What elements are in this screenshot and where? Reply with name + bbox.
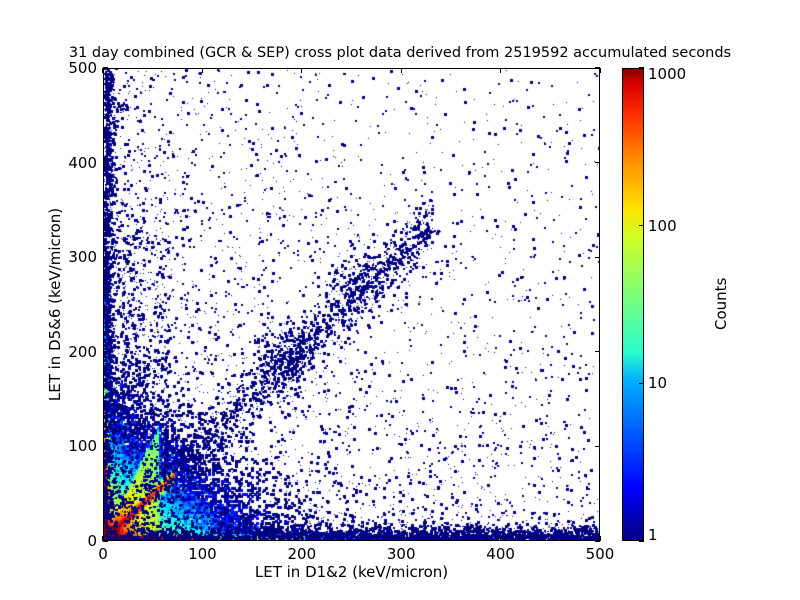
y-axis-tick-label: 300 [68, 248, 97, 267]
colorbar-gradient [623, 69, 643, 540]
colorbar-tick [639, 382, 644, 384]
x-axis-tick-top [400, 68, 402, 73]
y-axis-tick [103, 67, 108, 69]
y-axis-tick-label: 200 [68, 342, 97, 361]
y-axis-tick [103, 540, 108, 542]
y-axis-tick-right [595, 67, 600, 69]
colorbar [622, 68, 644, 541]
x-axis-tick-label: 400 [486, 545, 515, 563]
x-axis-tick-label: 500 [585, 545, 615, 563]
colorbar-tick-label: 1000 [648, 65, 687, 83]
colorbar-tick-label: 10 [648, 374, 668, 393]
x-axis-tick [102, 536, 104, 541]
y-axis-tick-right [595, 540, 600, 542]
x-axis-tick-label: 0 [98, 545, 108, 563]
colorbar-label: Counts [712, 277, 730, 330]
x-axis-tick-label: 200 [287, 545, 317, 563]
x-axis-tick [400, 536, 402, 541]
x-axis-tick [201, 536, 204, 541]
x-axis-tick [599, 536, 601, 541]
y-axis-tick-right [595, 445, 600, 448]
y-axis-label: LET in D5&6 (keV/micron) [46, 207, 64, 402]
chart-title-line-1: 31 day combined (GCR & SEP) cross plot d… [68, 45, 732, 61]
y-axis-tick-right [595, 161, 600, 164]
colorbar-tick [639, 540, 644, 542]
y-axis-tick-label: 0 [87, 532, 97, 550]
y-axis-tick [103, 256, 108, 258]
x-axis-tick-top [599, 68, 601, 73]
x-axis-label: LET in D1&2 (keV/micron) [254, 563, 449, 581]
y-axis-tick-label: 100 [68, 437, 97, 456]
y-axis-tick-label: 500 [68, 59, 97, 77]
y-axis-tick [103, 445, 108, 448]
x-axis-tick [301, 536, 303, 541]
x-axis-tick-top [201, 68, 204, 73]
x-axis-tick-top [301, 68, 303, 73]
plot-axes [103, 68, 600, 541]
y-axis-tick [103, 351, 108, 353]
y-axis-tick-right [595, 351, 600, 353]
x-axis-tick-top [499, 68, 502, 73]
colorbar-tick [639, 67, 644, 69]
colorbar-tick-label: 1 [648, 526, 658, 544]
x-axis-tick-label: 300 [386, 545, 416, 563]
x-axis-tick-top [102, 68, 104, 73]
y-axis-tick-label: 400 [68, 153, 97, 172]
scatter-heatmap-data [104, 69, 599, 540]
colorbar-tick [639, 225, 644, 227]
y-axis-tick-right [595, 256, 600, 258]
x-axis-tick [499, 536, 502, 541]
x-axis-tick-label: 100 [188, 545, 217, 563]
colorbar-tick-label: 100 [648, 216, 677, 235]
y-axis-tick [103, 161, 108, 164]
